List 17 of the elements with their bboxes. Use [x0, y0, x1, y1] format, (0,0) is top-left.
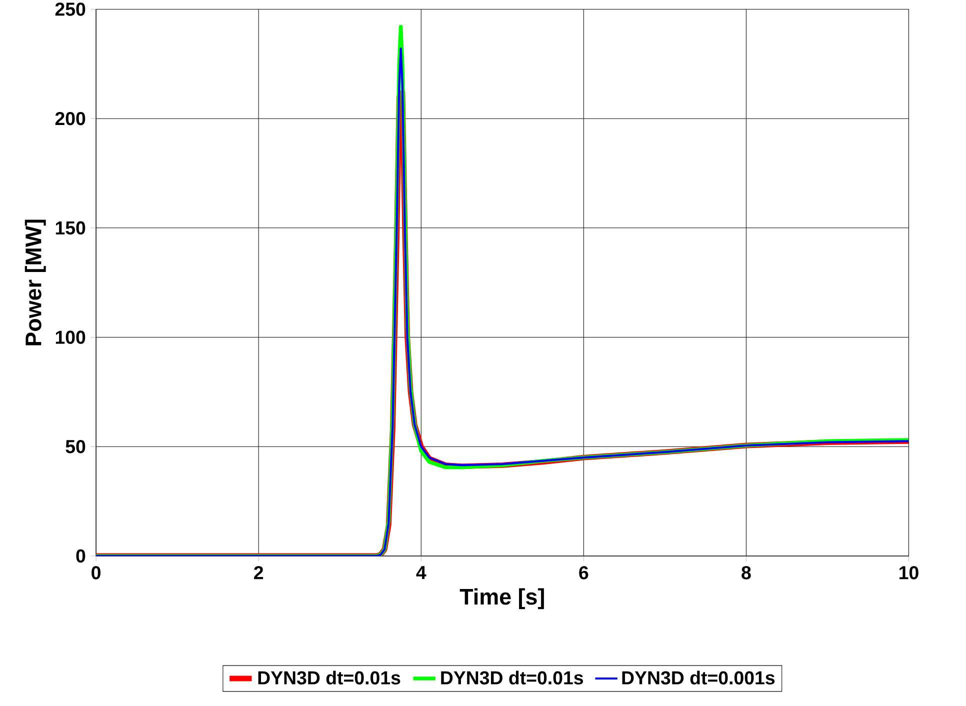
x-tick-label: 10	[900, 566, 918, 580]
x-axis-title: Time [s]	[460, 588, 544, 610]
y-tick-label: 200	[55, 112, 86, 126]
legend-label: DYN3D dt=0.01s	[258, 670, 400, 685]
y-tick-label: 0	[76, 550, 86, 563]
x-tick-label: 4	[416, 566, 426, 580]
legend-label: DYN3D dt=0.001s	[622, 670, 775, 685]
x-tick-label: 6	[579, 566, 588, 580]
y-tick-label: 250	[55, 2, 86, 16]
legend-label: DYN3D dt=0.01s	[441, 670, 584, 685]
y-axis-title: Power [MW]	[24, 220, 46, 346]
x-tick-label: 0	[92, 566, 100, 580]
x-tick-label: 8	[742, 566, 751, 580]
y-tick-label: 50	[66, 440, 86, 454]
y-tick-label: 100	[56, 330, 86, 344]
x-tick-label: 2	[254, 566, 264, 580]
y-tick-label: 150	[56, 222, 86, 235]
